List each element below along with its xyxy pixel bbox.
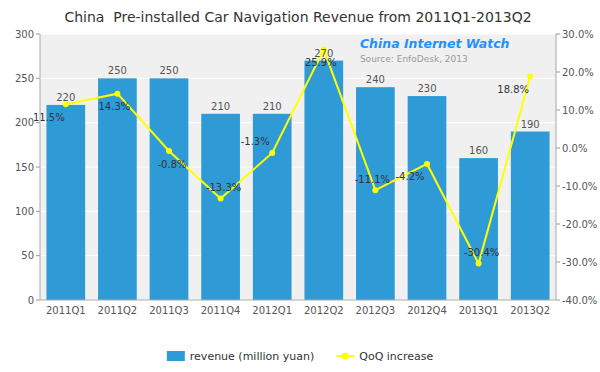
tick-label: 50 [21, 250, 34, 261]
line-marker [166, 148, 172, 154]
tick-mark [556, 186, 560, 187]
line-marker [218, 196, 224, 202]
legend-label: revenue (million yuan) [190, 350, 314, 363]
bar [98, 78, 137, 300]
tick-label: 100 [15, 206, 34, 217]
legend-item: QoQ increase [336, 350, 433, 363]
bar [511, 132, 550, 300]
tick-mark [36, 300, 40, 301]
bar [408, 96, 447, 300]
data-label: -13.3% [206, 182, 241, 193]
tick-label: 2012Q3 [356, 305, 396, 316]
legend-item: revenue (million yuan) [167, 350, 314, 363]
tick-label: 2012Q1 [252, 305, 292, 316]
data-label: 210 [263, 101, 282, 112]
data-label: -0.8% [157, 159, 186, 170]
grid-line [40, 34, 556, 35]
data-label: 250 [108, 65, 127, 76]
tick-mark [556, 262, 560, 263]
tick-label: -30.0% [562, 257, 597, 268]
data-label: 210 [211, 101, 230, 112]
line-marker [269, 150, 275, 156]
tick-mark [36, 34, 40, 35]
data-label: 220 [56, 92, 75, 103]
tick-label: 2012Q2 [304, 305, 344, 316]
tick-mark [556, 300, 560, 301]
tick-label: -10.0% [562, 181, 597, 192]
tick-label: 10.0% [562, 105, 594, 116]
bar [304, 61, 343, 300]
data-label: 190 [521, 119, 540, 130]
data-label: -1.3% [241, 136, 270, 147]
line [66, 50, 530, 264]
legend-label: QoQ increase [359, 350, 433, 363]
tick-label: 0.0% [562, 143, 587, 154]
data-label: 18.8% [497, 84, 529, 95]
tick-mark [556, 72, 560, 73]
legend-swatch [167, 351, 185, 361]
tick-mark [556, 148, 560, 149]
data-label: 240 [366, 74, 385, 85]
bar [201, 114, 240, 300]
tick-label: 2011Q3 [149, 305, 189, 316]
axis-line [40, 300, 556, 301]
line-marker [527, 74, 533, 80]
tick-label: 2011Q2 [98, 305, 138, 316]
tick-label: -40.0% [562, 295, 597, 306]
tick-label: 2012Q4 [407, 305, 447, 316]
data-label: 250 [159, 65, 178, 76]
tick-label: 200 [15, 117, 34, 128]
data-label: -11.1% [355, 174, 390, 185]
annotation: China Internet Watch [360, 36, 510, 51]
tick-label: 250 [15, 73, 34, 84]
data-label: -4.2% [395, 171, 424, 182]
marks [46, 47, 549, 300]
tick-mark [556, 34, 560, 35]
data-label: 230 [417, 83, 436, 94]
line-marker [424, 161, 430, 167]
tick-label: 2013Q1 [459, 305, 499, 316]
data-label: -30.4% [464, 247, 499, 258]
data-label: 25.9% [305, 57, 337, 68]
annotation: Source: EnfoDesk, 2013 [360, 54, 468, 64]
data-label: 14.3% [99, 101, 131, 112]
tick-label: 30.0% [562, 29, 594, 40]
legend-swatch [342, 353, 349, 360]
tick-mark [556, 110, 560, 111]
tick-label: 300 [15, 29, 34, 40]
axis-line [556, 34, 557, 300]
tick-label: 0 [28, 295, 34, 306]
tick-label: 2011Q1 [46, 305, 86, 316]
tick-label: 2011Q4 [201, 305, 241, 316]
chart: 0 50 100 150 200 250 300 -40.0% -30.0% -20.0% -10.… [0, 0, 600, 372]
line-marker [476, 261, 482, 267]
data-label: 11.5% [33, 112, 65, 123]
axis-line [40, 34, 41, 300]
title: China Pre-installed Car Navigation Reven… [64, 9, 531, 25]
data-labels: 22025025021021027024023016019011.5%14.3%… [33, 48, 540, 258]
line-marker [372, 187, 378, 193]
tick-label: -20.0% [562, 219, 597, 230]
grid-line [40, 300, 556, 301]
bar [46, 105, 85, 300]
data-label: 160 [469, 145, 488, 156]
tick-mark [36, 167, 40, 168]
tick-label: 150 [15, 162, 34, 173]
legend: revenue (million yuan) QoQ increase [167, 350, 434, 363]
bar [150, 78, 189, 300]
bar [356, 87, 395, 300]
tick-mark [36, 255, 40, 256]
tick-label: 20.0% [562, 67, 594, 78]
bar [459, 158, 498, 300]
tick-label: 2013Q2 [510, 305, 550, 316]
line-marker [114, 91, 120, 97]
tick-mark [556, 224, 560, 225]
tick-mark [36, 211, 40, 212]
plot-background [40, 34, 556, 300]
tick-mark [36, 78, 40, 79]
